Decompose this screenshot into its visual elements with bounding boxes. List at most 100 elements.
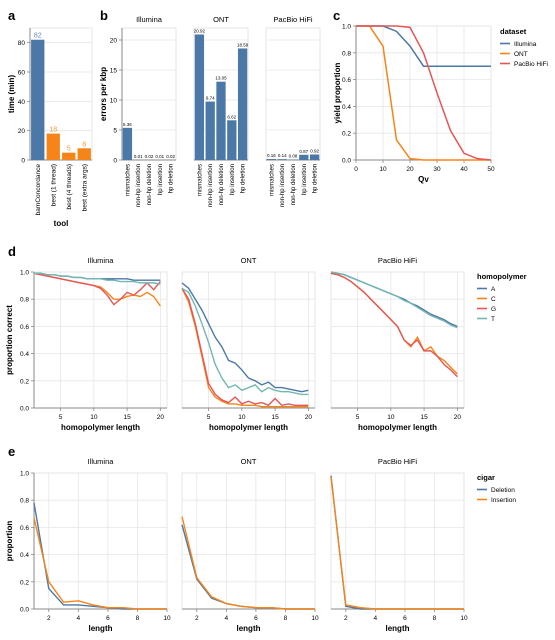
e-x-tick-label: 10 xyxy=(460,615,468,622)
a-x-axis-title: tool xyxy=(54,219,69,228)
d-x-axis-title: homopolymer length xyxy=(209,423,288,432)
c-y-tick-label: 0.6 xyxy=(342,77,351,84)
panel-letter-a: a xyxy=(8,8,16,23)
e-y-axis-title: proportion xyxy=(5,521,14,562)
c-series-line xyxy=(356,25,491,161)
b-bar-value-label: 0.14 xyxy=(278,153,287,158)
b-y-axis-title: errors per kbp xyxy=(99,67,108,121)
d-y-axis-title: proportion correct xyxy=(5,305,14,375)
b-bar-value-label: 18.59 xyxy=(237,42,249,47)
e-y-tick-label: 0.0 xyxy=(20,607,29,614)
e-legend-title: cigar xyxy=(477,473,495,482)
e-series-line xyxy=(330,475,464,610)
c-x-tick-label: 0 xyxy=(354,166,358,173)
panel-letter-c: c xyxy=(333,8,340,23)
e-facet-title: PacBio HiFi xyxy=(378,457,418,466)
b-category-label: hp insertion xyxy=(158,164,164,195)
a-y-tick-label: 60 xyxy=(18,70,26,77)
b-bar-value-label: 0.02 xyxy=(145,154,154,159)
panel-letter-b: b xyxy=(100,8,108,23)
e-plot-frame xyxy=(181,472,316,610)
b-category-label: hp insertion xyxy=(230,164,236,195)
b-category-label: non-hp deletion xyxy=(147,164,153,205)
c-legend-label: Illumina xyxy=(514,41,537,48)
d-facet-title: Illumina xyxy=(88,256,115,265)
e-y-tick-label: 1.0 xyxy=(20,471,29,478)
a-bar-value-label: 82 xyxy=(34,33,42,40)
d-series-line xyxy=(330,271,458,329)
d-legend-title: homopolymer xyxy=(477,272,527,281)
b-bar xyxy=(309,154,320,160)
e-facet-title: Illumina xyxy=(88,457,115,466)
b-bar xyxy=(205,101,215,160)
c-y-tick-label: 0.2 xyxy=(342,131,351,138)
b-category-label: non-hp insertion xyxy=(280,164,286,207)
b-bar xyxy=(299,154,309,160)
a-y-tick-label: 0 xyxy=(21,158,25,165)
d-x-axis-title: homopolymer length xyxy=(61,423,140,432)
b-bar-value-label: 0.01 xyxy=(134,154,143,159)
a-bar-value-label: 5 xyxy=(67,146,71,153)
c-x-tick-label: 50 xyxy=(487,166,495,173)
e-x-tick-label: 4 xyxy=(374,615,378,622)
b-bar xyxy=(216,81,226,160)
e-y-tick-label: 0.4 xyxy=(20,552,29,559)
c-y-tick-label: 0.0 xyxy=(342,158,351,165)
d-x-axis-title: homopolymer length xyxy=(358,423,437,432)
b-bar xyxy=(194,34,205,161)
d-x-tick-label: 20 xyxy=(305,414,313,421)
b-y-tick-label: 0 xyxy=(113,158,117,165)
d-series-line xyxy=(181,287,309,407)
d-series-line xyxy=(181,282,309,393)
b-category-label: hp insertion xyxy=(302,164,308,195)
d-x-tick-label: 15 xyxy=(420,414,428,421)
b-category-label: mismatches xyxy=(197,164,203,196)
e-x-axis-title: length xyxy=(237,624,261,633)
d-series-line xyxy=(33,272,161,306)
b-category-label: mismatches xyxy=(125,164,131,196)
b-facet-title: PacBio HiFi xyxy=(273,15,313,24)
panel-letter-e: e xyxy=(8,444,15,459)
d-plot-frame xyxy=(330,271,465,409)
a-category-label: best (1 thread) xyxy=(50,164,57,206)
a-category-label: bamConcordance xyxy=(35,164,42,216)
b-bar xyxy=(266,159,277,160)
e-series-line xyxy=(330,476,464,610)
d-x-tick-label: 5 xyxy=(59,414,63,421)
a-bar-value-label: 18 xyxy=(49,127,57,134)
d-x-tick-label: 15 xyxy=(123,414,131,421)
d-legend-label: G xyxy=(491,306,496,313)
c-x-tick-label: 10 xyxy=(379,166,387,173)
d-legend-label: C xyxy=(491,296,496,303)
d-x-tick-label: 10 xyxy=(90,414,98,421)
d-legend-label: T xyxy=(491,316,495,323)
c-legend-label: PacBio HiFi xyxy=(514,61,548,68)
c-series-line xyxy=(356,25,492,161)
a-y-axis-title: time (min) xyxy=(7,75,16,114)
e-x-tick-label: 6 xyxy=(254,615,258,622)
b-bar-value-label: 5.36 xyxy=(123,122,132,127)
a-y-tick-label: 80 xyxy=(18,40,26,47)
d-series-line xyxy=(181,287,309,396)
e-series-line xyxy=(33,502,167,610)
e-y-tick-label: 0.8 xyxy=(20,498,29,505)
b-category-label: hp deletion xyxy=(241,164,247,193)
b-facet-title: Illumina xyxy=(136,15,163,24)
c-y-tick-label: 0.4 xyxy=(342,104,351,111)
d-facet-title: ONT xyxy=(241,256,257,265)
d-y-tick-label: 0.8 xyxy=(20,297,29,304)
e-x-axis-title: length xyxy=(386,624,410,633)
c-y-tick-label: 0.8 xyxy=(342,50,351,57)
d-y-tick-label: 0.0 xyxy=(20,406,29,413)
b-y-tick-label: 15 xyxy=(110,68,118,75)
c-y-tick-label: 1.0 xyxy=(342,24,351,31)
b-category-label: hp deletion xyxy=(169,164,175,193)
e-legend-label: Deletion xyxy=(491,487,515,494)
a-category-label: best (4 threads) xyxy=(66,164,73,210)
e-facet-title: ONT xyxy=(241,457,257,466)
b-facet-title: ONT xyxy=(213,15,229,24)
b-category-label: non-hp deletion xyxy=(219,164,225,205)
a-y-tick-label: 40 xyxy=(18,99,26,106)
b-bar-value-label: 0.08 xyxy=(289,154,298,159)
